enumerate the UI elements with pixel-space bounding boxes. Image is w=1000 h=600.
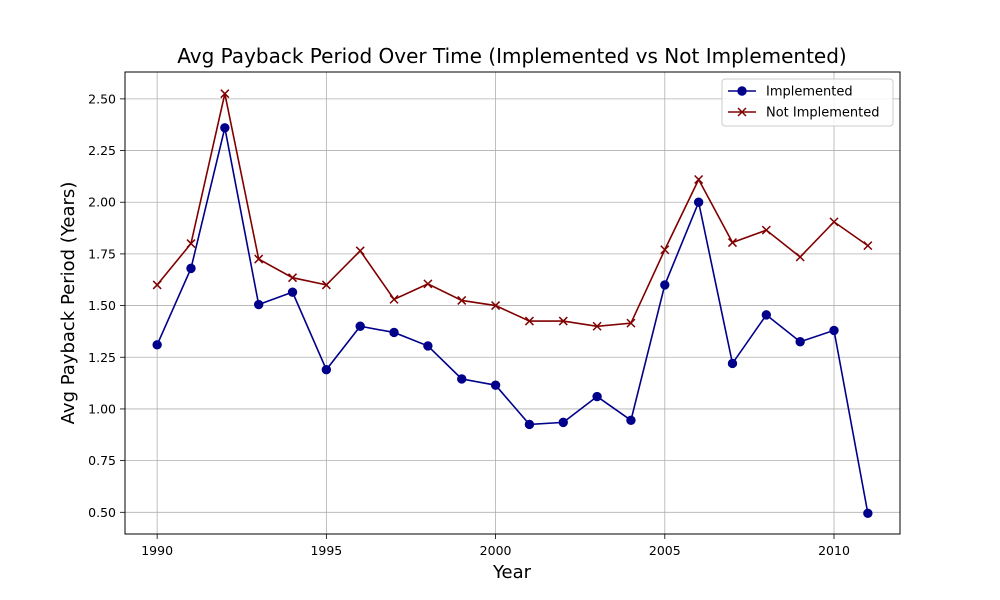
- series-line-implemented: [156, 127, 869, 514]
- data-point-implemented: [287, 287, 298, 297]
- data-point-not-implemented: [761, 225, 771, 235]
- data-point-not-implemented: [558, 316, 568, 326]
- data-point-not-implemented: [626, 318, 636, 328]
- data-point-not-implemented: [660, 245, 670, 255]
- y-tick-label: 0.50: [88, 505, 116, 520]
- data-point-implemented: [321, 364, 332, 375]
- data-point-implemented: [220, 123, 230, 133]
- x-axis: 1990 1995 2000 2005 2010: [141, 534, 850, 558]
- y-tick-label: 2.25: [88, 143, 116, 158]
- data-point-not-implemented: [287, 273, 298, 283]
- data-point-implemented: [558, 417, 568, 428]
- x-tick-label: 2005: [649, 543, 681, 558]
- data-point-implemented: [626, 415, 636, 426]
- legend: Implemented Not Implemented: [721, 78, 894, 127]
- data-point-not-implemented: [423, 279, 433, 289]
- data-point-implemented: [152, 340, 162, 350]
- y-tick-label: 1.00: [88, 401, 116, 416]
- data-point-not-implemented: [694, 174, 704, 185]
- grid-lines: [125, 72, 900, 534]
- data-point-implemented: [863, 508, 873, 519]
- plot-area-frame: [124, 71, 901, 535]
- data-point-implemented: [253, 299, 264, 310]
- y-tick-label: 2.00: [88, 195, 116, 210]
- data-point-implemented: [693, 197, 704, 207]
- data-point-not-implemented: [795, 252, 805, 262]
- data-point-not-implemented: [829, 217, 839, 227]
- data-point-implemented: [457, 374, 467, 384]
- y-tick-label: 1.25: [88, 350, 116, 365]
- x-tick-label: 2000: [480, 543, 512, 558]
- data-point-implemented: [389, 327, 399, 338]
- data-point-implemented: [795, 337, 805, 347]
- data-point-implemented: [186, 263, 196, 274]
- y-axis-label: Avg Payback Period (Years): [58, 182, 79, 425]
- legend-box: [721, 78, 894, 127]
- data-point-implemented: [490, 380, 501, 390]
- legend-label-not-implemented: Not Implemented: [766, 106, 880, 121]
- x-tick-label: 1995: [310, 543, 342, 558]
- data-point-implemented: [592, 391, 602, 402]
- series-not-implemented: [152, 89, 873, 331]
- y-tick-label: 2.50: [88, 91, 116, 106]
- data-point-not-implemented: [220, 89, 230, 99]
- data-point-implemented: [355, 321, 365, 331]
- legend-marker-not-implemented: [737, 107, 747, 117]
- series-layer: [152, 89, 873, 519]
- data-point-not-implemented: [254, 254, 264, 264]
- data-point-not-implemented: [457, 295, 467, 305]
- data-point-not-implemented: [355, 246, 365, 256]
- data-point-implemented: [829, 325, 839, 336]
- data-point-not-implemented: [186, 239, 196, 249]
- x-tick-label: 2010: [818, 543, 850, 558]
- data-point-not-implemented: [321, 280, 331, 290]
- x-axis-label: Year: [492, 562, 532, 583]
- data-point-not-implemented: [863, 241, 873, 251]
- legend-marker-implemented: [737, 86, 747, 96]
- data-point-not-implemented: [389, 294, 399, 304]
- y-tick-label: 1.50: [88, 298, 116, 313]
- data-point-not-implemented: [524, 316, 534, 326]
- y-tick-label: 0.75: [88, 453, 116, 468]
- data-point-not-implemented: [152, 280, 162, 290]
- data-point-not-implemented: [727, 238, 738, 248]
- y-tick-label: 1.75: [88, 246, 116, 261]
- data-point-implemented: [524, 419, 535, 430]
- data-point-implemented: [727, 358, 738, 369]
- data-point-not-implemented: [592, 321, 602, 331]
- data-point-implemented: [423, 341, 433, 351]
- y-axis: 0.50 0.75 1.00 1.25 1.50 1.75 2.00 2.25 2.50: [88, 91, 125, 520]
- data-point-not-implemented: [491, 301, 501, 311]
- x-tick-label: 1990: [141, 543, 173, 558]
- legend-label-implemented: Implemented: [766, 85, 853, 100]
- chart-title: Avg Payback Period Over Time (Implemente…: [177, 44, 846, 68]
- data-point-implemented: [660, 280, 670, 290]
- series-line-not-implemented: [156, 93, 869, 328]
- series-implemented: [152, 123, 873, 519]
- data-point-implemented: [761, 310, 772, 320]
